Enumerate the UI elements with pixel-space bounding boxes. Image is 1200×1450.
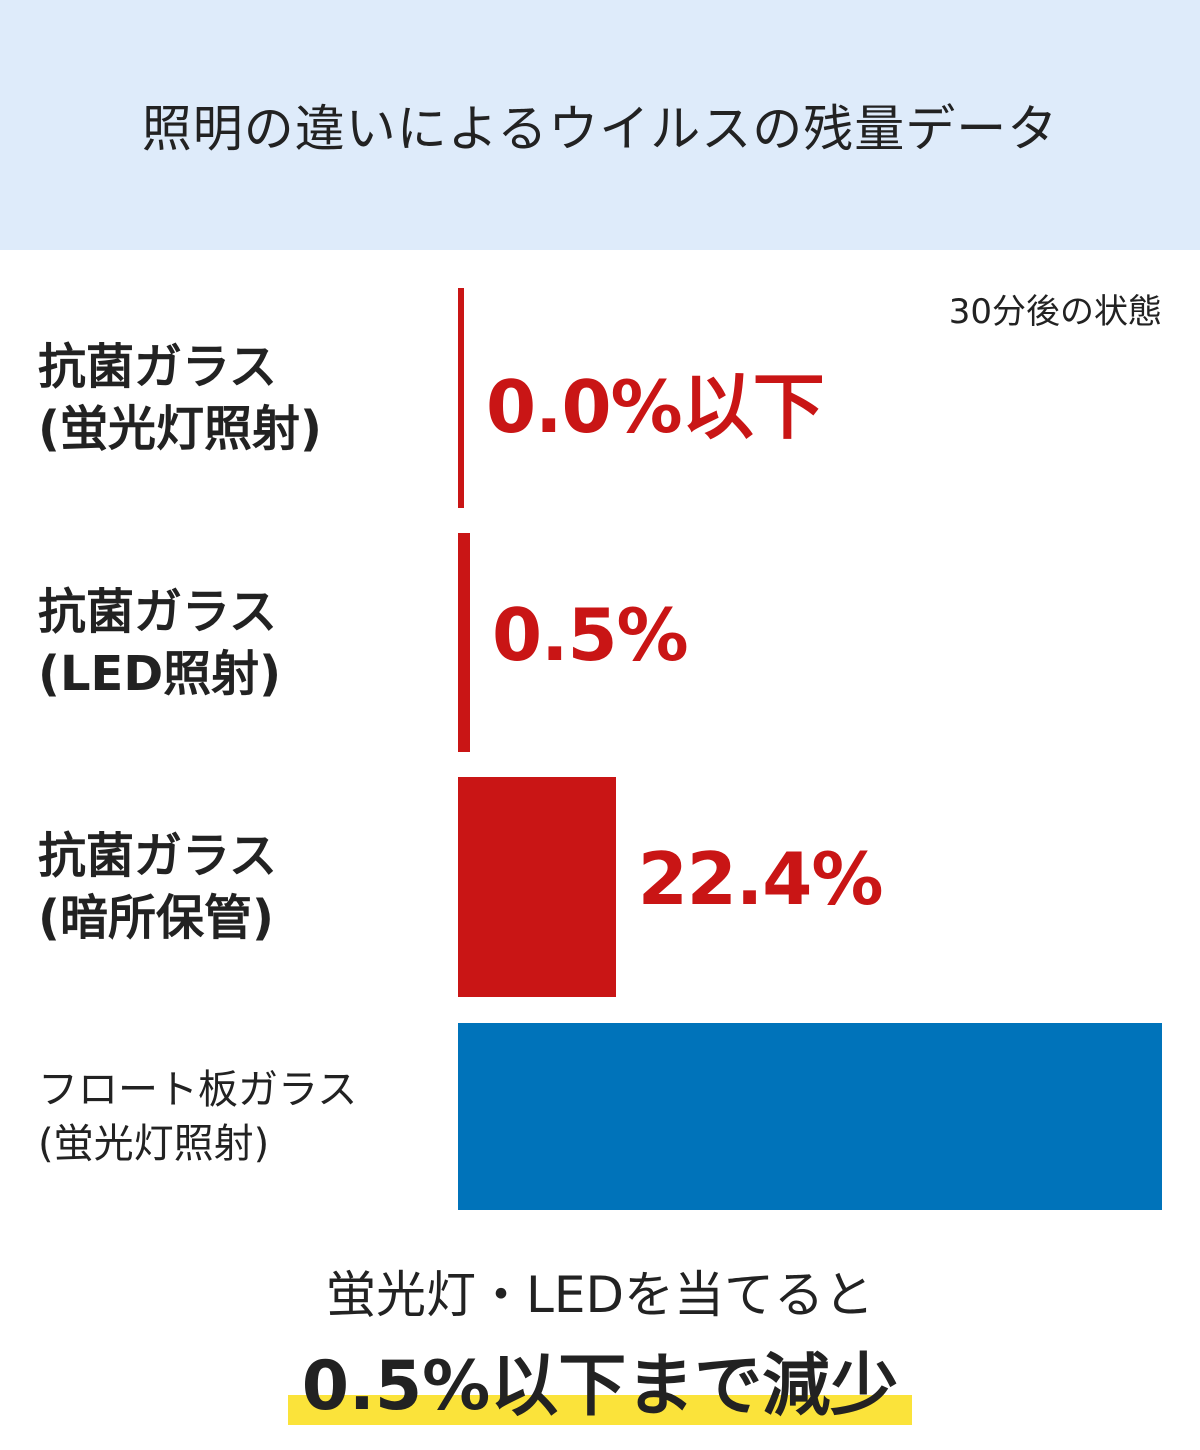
category-label: 抗菌ガラス (蛍光灯照射) <box>38 336 322 460</box>
bar <box>458 533 470 752</box>
category-label: 抗菌ガラス (暗所保管) <box>38 825 277 949</box>
summary-line-1: 蛍光灯・LEDを当てると <box>326 1266 874 1324</box>
bar <box>458 1023 1162 1210</box>
category-label-line: (暗所保管) <box>38 890 274 946</box>
category-label-line: フロート板ガラス <box>38 1066 358 1113</box>
bar <box>458 288 464 508</box>
bar <box>458 777 616 997</box>
summary-line-2-wrap: 0.5%以下まで減少 <box>0 1330 1200 1429</box>
category-label-line: 抗菌ガラス <box>38 583 278 640</box>
category-label-line: 抗菌ガラス <box>38 828 278 884</box>
category-label-line: (LED照射) <box>38 645 282 702</box>
time-note: 30分後の状態 <box>948 292 1162 332</box>
title-banner: 照明の違いによるウイルスの残量データ <box>0 0 1200 250</box>
chart-title: 照明の違いによるウイルスの残量データ <box>141 100 1059 158</box>
value-label: 22.4% <box>637 837 884 921</box>
category-label-line: 抗菌ガラス <box>38 339 278 395</box>
category-label-line: (蛍光灯照射) <box>38 1120 270 1167</box>
category-label-line: (蛍光灯照射) <box>38 401 322 457</box>
value-label: 0.5% <box>492 592 689 677</box>
category-label: 抗菌ガラス (LED照射) <box>38 581 281 705</box>
category-label: フロート板ガラス (蛍光灯照射) <box>38 1063 357 1171</box>
summary-line-2: 0.5%以下まで減少 <box>287 1330 912 1429</box>
value-label: 0.0%以下 <box>486 365 825 449</box>
